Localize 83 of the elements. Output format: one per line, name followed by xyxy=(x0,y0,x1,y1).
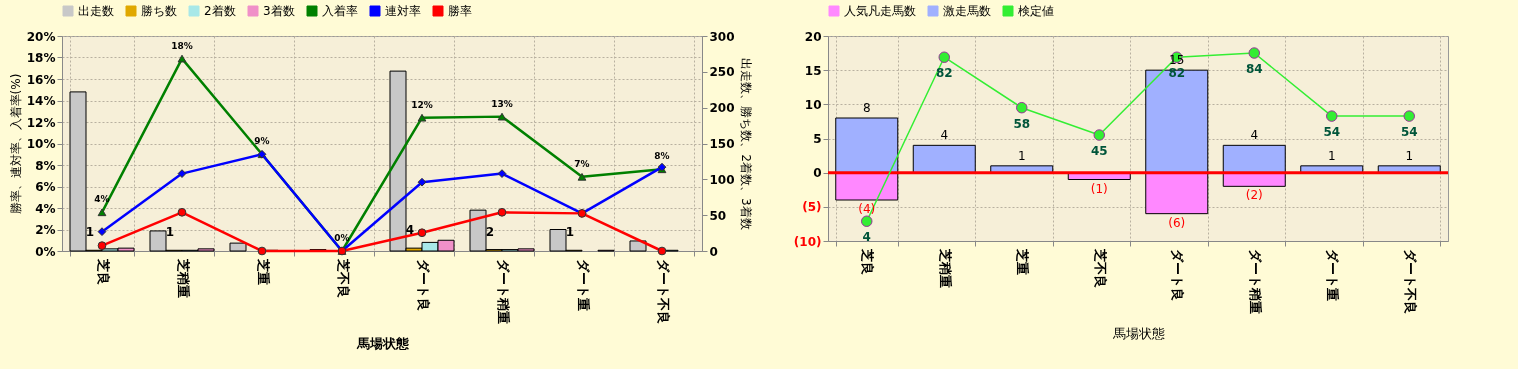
x-tick-label: 芝良 xyxy=(860,247,876,275)
data-label: 12% xyxy=(411,99,433,110)
x-tick-label: ダート不良 xyxy=(655,258,671,324)
y-tick-label: 5 xyxy=(813,132,822,146)
x-axis-title: 馬場状態 xyxy=(1111,325,1165,341)
y2-axis-title: 出走数、勝ち数、2着数、3着数 xyxy=(738,58,753,230)
data-label: 18% xyxy=(171,40,193,51)
data-label: 0% xyxy=(334,233,350,243)
data-label: 1 xyxy=(565,225,575,240)
data-label: 1 xyxy=(165,225,175,240)
y-tick-label: 6% xyxy=(35,180,56,194)
y-tick-label: (5) xyxy=(802,200,822,215)
y-axis-title: 勝率、連対率、入着率(%) xyxy=(8,73,23,215)
x-tick-label: 芝不良 xyxy=(1092,247,1108,288)
y-tick-label: 2% xyxy=(35,223,56,237)
data-label: 1 xyxy=(1017,148,1026,163)
y2-tick-label: 250 xyxy=(709,65,735,80)
y-tick-label: 12% xyxy=(26,115,56,130)
y-tick-label: 8% xyxy=(35,158,56,173)
data-label: 9% xyxy=(254,136,270,147)
data-label: (2) xyxy=(1245,188,1263,203)
y2-tick-label: 100 xyxy=(709,172,735,187)
x-tick-label: ダート重 xyxy=(575,258,591,311)
data-label: 1 xyxy=(1327,148,1336,163)
data-label: (1) xyxy=(1090,181,1108,196)
x-tick-label: 芝重 xyxy=(255,257,271,285)
legend-label: 入着率 xyxy=(322,4,358,18)
legend-label: 連対率 xyxy=(385,4,421,18)
data-label: 82 xyxy=(935,66,953,81)
data-label: 54 xyxy=(1400,125,1418,140)
legend-label: 検定値 xyxy=(1018,4,1054,18)
data-label: 4 xyxy=(862,230,871,245)
x-tick-label: ダート稍重 xyxy=(1247,248,1263,314)
y-tick-label: 20% xyxy=(26,29,56,44)
y-tick-label: 14% xyxy=(26,94,56,108)
x-tick-label: ダート良 xyxy=(1170,248,1186,301)
y-tick-label: 4% xyxy=(35,201,56,216)
x-tick-label: 芝稍重 xyxy=(937,247,953,288)
data-label: 1 xyxy=(85,225,95,240)
y-tick-label: 18% xyxy=(26,51,56,65)
x-tick-label: ダート重 xyxy=(1325,248,1341,301)
data-label: 4 xyxy=(940,128,949,143)
y2-tick-label: 150 xyxy=(709,137,735,151)
legend-label: 出走数 xyxy=(78,4,114,18)
x-tick-label: 芝不良 xyxy=(335,257,351,298)
data-label: 4 xyxy=(1250,128,1259,143)
y-tick-label: 10 xyxy=(804,97,822,112)
x-axis-title: 馬場状態 xyxy=(355,335,410,351)
x-tick-label: ダート不良 xyxy=(1402,248,1418,314)
y-tick-label: 0% xyxy=(35,244,56,259)
legend-label: 2着数 xyxy=(204,4,236,18)
y-tick-label: 10% xyxy=(26,137,56,151)
legend-label: 勝ち数 xyxy=(141,4,177,18)
data-label: (6) xyxy=(1168,215,1186,230)
data-label: 54 xyxy=(1323,125,1341,140)
data-label: 13% xyxy=(491,98,513,109)
data-label: 58 xyxy=(1013,116,1031,131)
data-label: 7% xyxy=(574,158,590,169)
legend-label: 勝率 xyxy=(448,4,472,18)
x-tick-label: 芝良 xyxy=(95,257,111,285)
data-label: 8% xyxy=(654,151,670,162)
data-label: 4 xyxy=(405,223,415,238)
data-label: 1 xyxy=(1405,148,1414,163)
y-tick-label: 0 xyxy=(813,166,822,181)
y2-tick-label: 200 xyxy=(709,101,735,116)
data-label: 2 xyxy=(485,224,495,239)
x-tick-label: ダート良 xyxy=(415,258,431,311)
x-tick-label: ダート稍重 xyxy=(495,258,511,324)
y2-tick-label: 300 xyxy=(709,29,735,44)
y-tick-label: (10) xyxy=(793,234,822,249)
y-tick-label: 15 xyxy=(804,63,822,78)
data-label: 45 xyxy=(1090,144,1108,159)
legend-label: 3着数 xyxy=(263,4,295,18)
x-tick-label: 芝稍重 xyxy=(175,257,191,298)
y2-tick-label: 0 xyxy=(709,244,718,259)
x-tick-label: 芝重 xyxy=(1015,247,1031,275)
data-label: 8 xyxy=(862,101,871,115)
legend-label: 人気凡走馬数 xyxy=(844,4,916,18)
y-tick-label: 20 xyxy=(804,29,822,44)
y-tick-label: 16% xyxy=(26,72,56,87)
data-label: 84 xyxy=(1245,62,1263,77)
legend-label: 激走馬数 xyxy=(943,4,991,18)
y2-tick-label: 50 xyxy=(709,208,727,223)
